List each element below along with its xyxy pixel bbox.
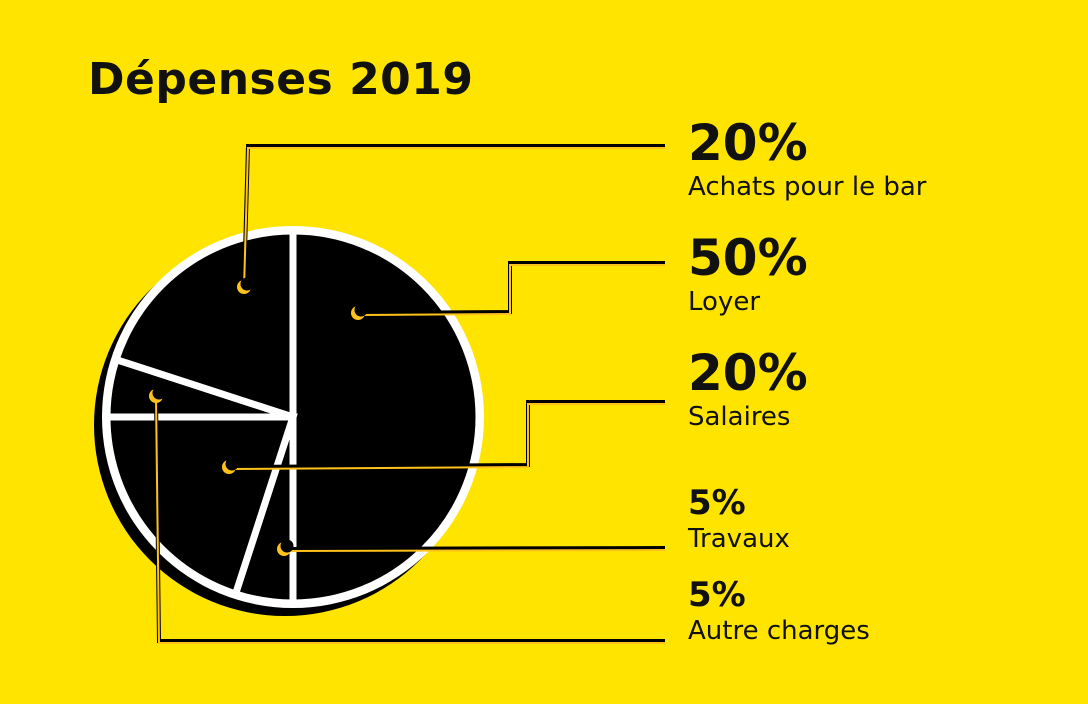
legend-label-achats: Achats pour le bar (688, 172, 927, 202)
leader-line-achats-pour-le-bar (243, 147, 665, 290)
legend-value-achats: 20% (688, 114, 808, 172)
pie-slice-achats-pour-le-bar (111, 227, 297, 422)
legend-value-travaux: 5% (688, 483, 746, 523)
leader-line-travaux-shadow (283, 546, 666, 551)
pie-slice-loyer (289, 227, 483, 607)
legend-entry-loyer: 50% Loyer (688, 233, 808, 318)
legend-entry-salaires: 20% Salaires (688, 348, 808, 433)
legend-label-loyer: Loyer (688, 287, 761, 317)
legend-label-salaires: Salaires (688, 402, 791, 432)
legend-value-autre: 5% (688, 575, 746, 615)
leader-line-salaires (228, 403, 665, 470)
leader-line-autre-charges (155, 397, 665, 644)
legend-entry-travaux: 5% Travaux (688, 486, 790, 555)
legend-entry-achats: 20% Achats pour le bar (688, 118, 927, 203)
slice-marker-travaux (277, 539, 294, 556)
legend-label-travaux: Travaux (688, 524, 790, 554)
legend-value-salaires: 20% (688, 344, 808, 402)
slice-marker-autre-charges (149, 386, 166, 403)
chart-title: Dépenses 2019 (88, 54, 474, 105)
leader-line-travaux (283, 549, 666, 552)
slice-marker-loyer (351, 303, 368, 320)
pie-slice-salaires (103, 413, 298, 599)
leader-line-loyer (357, 264, 665, 316)
legend-value-loyer: 50% (688, 229, 808, 287)
slice-marker-salaires (222, 457, 239, 474)
slice-marker-achats-pour-le-bar (237, 277, 254, 294)
legend-entry-autre: 5% Autre charges (688, 578, 870, 647)
legend-label-autre: Autre charges (688, 616, 870, 646)
